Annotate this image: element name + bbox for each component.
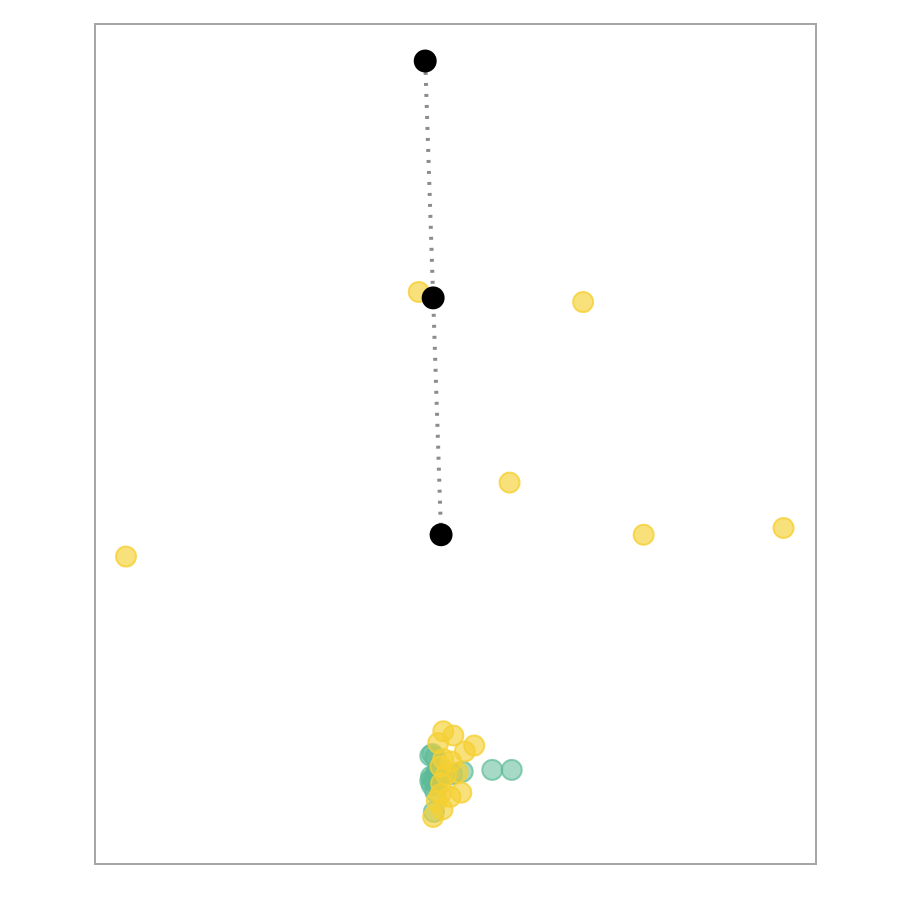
path-point-2 xyxy=(429,523,453,547)
scatter-point-teal-14 xyxy=(500,758,523,781)
scatter-point-teal-13 xyxy=(481,758,504,781)
path-layer xyxy=(413,49,453,547)
scatter-point-yellow-4 xyxy=(772,517,795,539)
scatter-point-yellow-2 xyxy=(498,471,521,494)
scatter-point-yellow-5 xyxy=(115,545,138,568)
path-point-1 xyxy=(421,286,445,310)
path-line xyxy=(423,60,444,535)
path-point-0 xyxy=(413,49,437,73)
scatter-series-yellow xyxy=(115,280,795,828)
scatter-point-yellow-22 xyxy=(422,805,445,828)
plot-frame xyxy=(94,23,817,865)
scatter-point-yellow-3 xyxy=(632,523,655,546)
scatter-series-layer xyxy=(115,280,795,828)
scatter-point-yellow-1 xyxy=(572,291,595,314)
